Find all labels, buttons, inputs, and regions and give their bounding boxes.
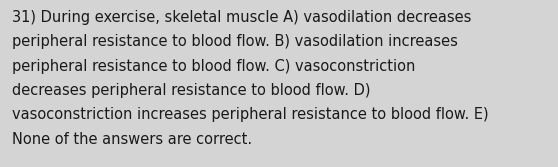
Text: 31) During exercise, skeletal muscle A) vasodilation decreases: 31) During exercise, skeletal muscle A) … (12, 10, 472, 25)
Text: peripheral resistance to blood flow. C) vasoconstriction: peripheral resistance to blood flow. C) … (12, 59, 415, 74)
Text: peripheral resistance to blood flow. B) vasodilation increases: peripheral resistance to blood flow. B) … (12, 34, 458, 49)
Text: None of the answers are correct.: None of the answers are correct. (12, 131, 252, 146)
Text: decreases peripheral resistance to blood flow. D): decreases peripheral resistance to blood… (12, 83, 371, 98)
Text: vasoconstriction increases peripheral resistance to blood flow. E): vasoconstriction increases peripheral re… (12, 107, 489, 122)
